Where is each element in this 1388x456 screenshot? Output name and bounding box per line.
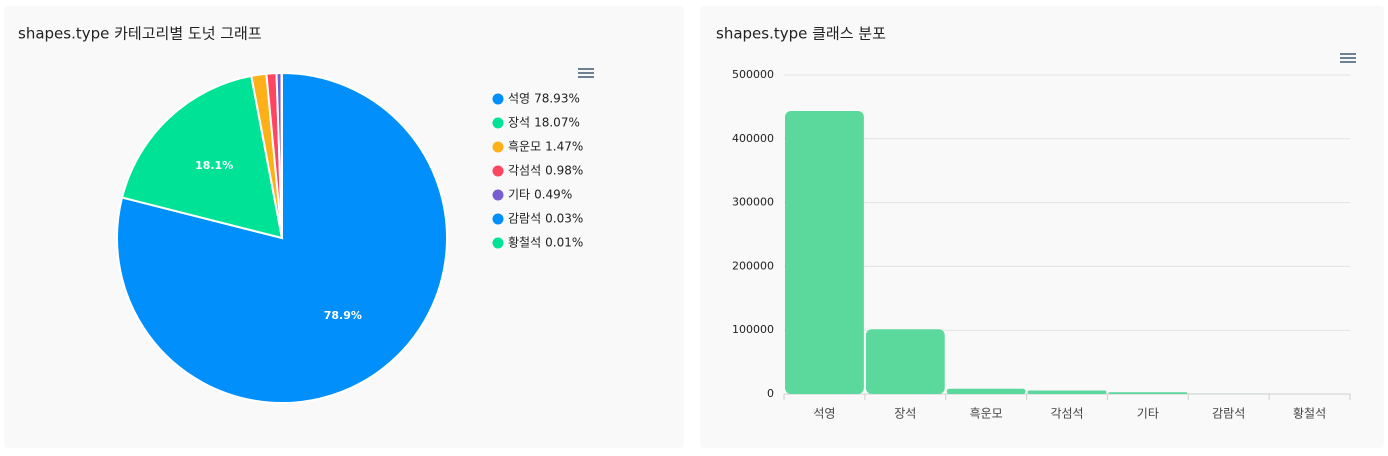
bar bbox=[1027, 390, 1107, 394]
bar bbox=[946, 388, 1026, 394]
legend-label: 장석 bbox=[508, 116, 530, 130]
legend-label: 흑운모 bbox=[508, 140, 541, 154]
menu-icon[interactable] bbox=[1340, 53, 1356, 63]
x-tick-label: 감람석 bbox=[1212, 407, 1245, 421]
menu-icon[interactable] bbox=[578, 68, 594, 78]
x-tick-label: 각섬석 bbox=[1050, 407, 1083, 421]
legend-marker bbox=[492, 93, 504, 105]
chart-title: shapes.type 카테고리별 도넛 그래프 bbox=[18, 25, 262, 43]
legend-label: 석영 bbox=[508, 92, 530, 106]
pie-slice bbox=[120, 74, 284, 240]
bar bbox=[785, 110, 864, 394]
legend-marker bbox=[492, 189, 504, 201]
legend-label: 각섬석 bbox=[508, 164, 541, 178]
y-tick-label: 0 bbox=[767, 387, 774, 400]
legend-marker bbox=[492, 141, 504, 153]
pie-slice bbox=[116, 71, 448, 404]
y-tick-label: 100000 bbox=[732, 323, 774, 336]
legend-value: 78.93% bbox=[534, 92, 580, 106]
x-tick-label: 기타 bbox=[1137, 407, 1159, 421]
legend-value: 0.01% bbox=[545, 236, 583, 250]
legend-value: 0.98% bbox=[545, 164, 583, 178]
x-tick-label: 장석 bbox=[894, 407, 916, 421]
x-tick-label: 황철석 bbox=[1293, 407, 1326, 421]
bar bbox=[1108, 392, 1188, 394]
legend-label: 황철석 bbox=[508, 236, 541, 250]
y-tick-label: 500000 bbox=[732, 68, 774, 81]
legend-value: 0.03% bbox=[545, 212, 583, 226]
legend-value: 18.07% bbox=[534, 116, 580, 130]
legend-marker bbox=[492, 117, 504, 129]
x-tick-label: 흑운모 bbox=[970, 407, 1003, 421]
y-tick-label: 200000 bbox=[732, 259, 774, 272]
legend-marker bbox=[492, 165, 504, 177]
legend-value: 0.49% bbox=[534, 188, 572, 202]
legend-marker bbox=[492, 213, 504, 225]
legend-label: 감람석 bbox=[508, 212, 541, 226]
bar bbox=[865, 329, 945, 394]
y-tick-label: 300000 bbox=[732, 196, 774, 209]
x-tick-label: 석영 bbox=[813, 407, 835, 421]
legend-value: 1.47% bbox=[545, 140, 583, 154]
legend-label: 기타 bbox=[508, 188, 530, 202]
chart-title: shapes.type 클래스 분포 bbox=[716, 25, 886, 43]
slice-label: 18.1% bbox=[195, 159, 233, 172]
slice-label: 78.9% bbox=[324, 309, 362, 322]
legend-marker bbox=[492, 237, 504, 249]
y-tick-label: 400000 bbox=[732, 132, 774, 145]
